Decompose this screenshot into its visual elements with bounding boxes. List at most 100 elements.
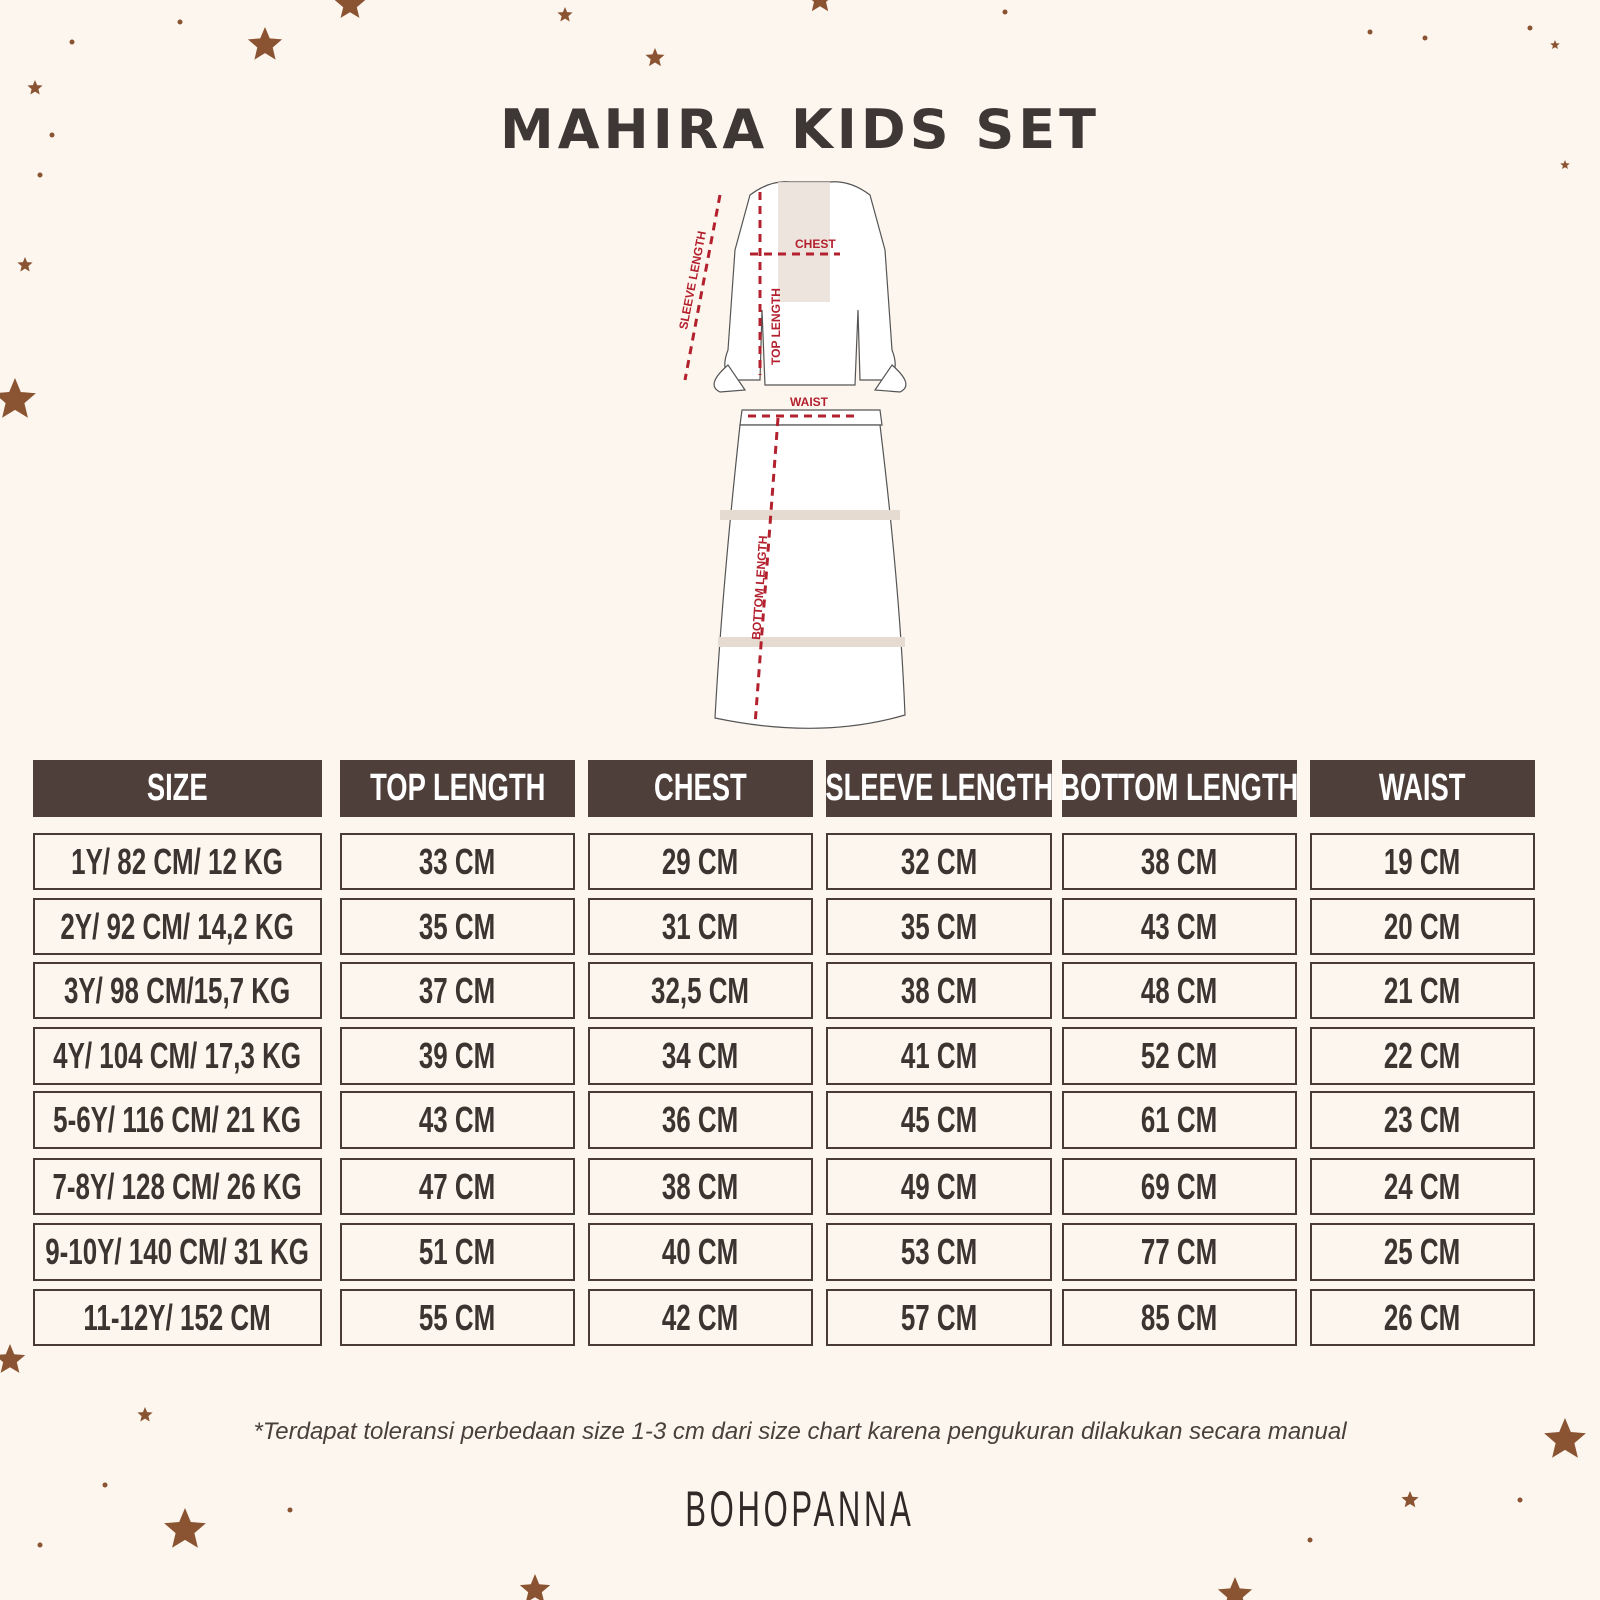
size-cell: 3Y/ 98 CM/15,7 KG [33, 962, 322, 1019]
size-cell: 11-12Y/ 152 CM [33, 1289, 322, 1346]
cell-text: 47 CM [419, 1165, 496, 1207]
dot-decoration [37, 1542, 43, 1548]
measurement-cell: 42 CM [588, 1289, 813, 1346]
measurement-cell: 77 CM [1062, 1223, 1297, 1281]
cell-text: 42 CM [662, 1296, 739, 1338]
star-icon [519, 1574, 551, 1600]
dot-decoration [37, 172, 43, 178]
dot-decoration [49, 132, 55, 138]
cell-text: 77 CM [1141, 1231, 1218, 1272]
measurement-cell: 31 CM [588, 898, 813, 955]
cell-text: SLEEVE LENGTH [824, 767, 1054, 809]
dot-decoration [1527, 25, 1533, 31]
dot-decoration [69, 39, 75, 45]
measurement-cell: 53 CM [826, 1223, 1052, 1281]
cell-text: 4Y/ 104 CM/ 17,3 KG [53, 1035, 302, 1076]
cell-text: 51 CM [419, 1231, 496, 1272]
measurement-cell: 25 CM [1310, 1223, 1535, 1281]
cell-text: 55 CM [419, 1296, 496, 1338]
cell-text: 53 CM [900, 1231, 978, 1272]
measurement-cell: 40 CM [588, 1223, 813, 1281]
column-header: BOTTOM LENGTH [1060, 760, 1299, 817]
cell-text: 35 CM [419, 905, 496, 947]
star-icon [811, 0, 829, 12]
cell-text: TOP LENGTH [369, 767, 546, 809]
measurement-cell: 57 CM [826, 1289, 1052, 1346]
dot-decoration [102, 1482, 108, 1488]
column-header: CHEST [588, 760, 813, 817]
cell-text: 20 CM [1384, 905, 1461, 947]
measurement-cell: 48 CM [1062, 962, 1297, 1019]
size-cell: 1Y/ 82 CM/ 12 KG [33, 833, 322, 890]
measurement-cell: 32 CM [826, 833, 1052, 890]
cell-text: 1Y/ 82 CM/ 12 KG [71, 840, 284, 882]
star-icon [1217, 1577, 1253, 1600]
measurement-cell: 45 CM [826, 1091, 1052, 1149]
cell-text: 5-6Y/ 116 CM/ 21 KG [53, 1099, 302, 1140]
cell-text: 40 CM [662, 1231, 739, 1272]
measurement-cell: 21 CM [1310, 962, 1535, 1019]
measurement-cell: 35 CM [340, 898, 575, 955]
cell-text: 52 CM [1141, 1035, 1218, 1076]
cell-text: 36 CM [662, 1099, 739, 1140]
dot-decoration [1517, 1497, 1523, 1503]
star-icon [247, 27, 283, 60]
cell-text: 33 CM [419, 840, 496, 882]
cell-text: 43 CM [1141, 905, 1218, 947]
cell-text: 23 CM [1384, 1099, 1461, 1140]
cell-text: 9-10Y/ 140 CM/ 31 KG [45, 1231, 310, 1272]
cell-text: 38 CM [1141, 840, 1218, 882]
cell-text: 38 CM [662, 1165, 739, 1207]
measurement-cell: 22 CM [1310, 1027, 1535, 1085]
cell-text: CHEST [654, 767, 747, 809]
star-icon [557, 7, 573, 22]
star-icon [645, 48, 665, 67]
star-icon [334, 0, 366, 18]
size-cell: 5-6Y/ 116 CM/ 21 KG [33, 1091, 322, 1149]
star-icon [1560, 160, 1570, 169]
measurement-cell: 35 CM [826, 898, 1052, 955]
column-header: TOP LENGTH [340, 760, 575, 817]
cell-text: 32 CM [900, 840, 978, 882]
dot-decoration [1367, 29, 1373, 35]
cell-text: 38 CM [900, 969, 978, 1011]
cell-text: 43 CM [419, 1099, 496, 1140]
size-cell: 7-8Y/ 128 CM/ 26 KG [33, 1158, 322, 1215]
size-cell: 9-10Y/ 140 CM/ 31 KG [33, 1223, 322, 1281]
dot-decoration [1002, 9, 1008, 15]
measurement-cell: 43 CM [340, 1091, 575, 1149]
cell-text: 39 CM [419, 1035, 496, 1076]
star-icon [1544, 1418, 1586, 1458]
measurement-cell: 23 CM [1310, 1091, 1535, 1149]
measurement-cell: 36 CM [588, 1091, 813, 1149]
column-header: SLEEVE LENGTH [824, 760, 1054, 817]
measurement-cell: 51 CM [340, 1223, 575, 1281]
cell-text: 22 CM [1384, 1035, 1461, 1076]
cell-text: 45 CM [900, 1099, 978, 1140]
measurement-cell: 85 CM [1062, 1289, 1297, 1346]
chest-label: CHEST [795, 237, 836, 251]
measurement-cell: 29 CM [588, 833, 813, 890]
cell-text: 85 CM [1141, 1296, 1218, 1338]
cell-text: 37 CM [419, 969, 496, 1011]
cell-text: WAIST [1379, 767, 1466, 809]
cell-text: 21 CM [1384, 969, 1461, 1011]
star-icon [27, 80, 43, 95]
brand-logo: BOHOPANNA [0, 1480, 1600, 1538]
cell-text: 2Y/ 92 CM/ 14,2 KG [60, 905, 295, 947]
measurement-cell: 38 CM [826, 962, 1052, 1019]
star-icon [0, 1344, 26, 1373]
column-header: SIZE [33, 760, 322, 817]
star-icon [1550, 40, 1560, 49]
cell-text: 3Y/ 98 CM/15,7 KG [64, 969, 291, 1011]
measurement-cell: 38 CM [1062, 833, 1297, 890]
size-cell: 2Y/ 92 CM/ 14,2 KG [33, 898, 322, 955]
cell-text: 7-8Y/ 128 CM/ 26 KG [52, 1165, 303, 1207]
measurement-cell: 43 CM [1062, 898, 1297, 955]
measurement-cell: 24 CM [1310, 1158, 1535, 1215]
star-icon [1401, 1491, 1419, 1508]
cell-text: 48 CM [1141, 969, 1218, 1011]
garment-illustration: SLEEVE LENGTH CHEST TOP LENGTH WAIST BOT… [676, 181, 907, 729]
brand-name: BOHOPANNA [685, 1481, 915, 1537]
waist-label: WAIST [790, 395, 829, 409]
